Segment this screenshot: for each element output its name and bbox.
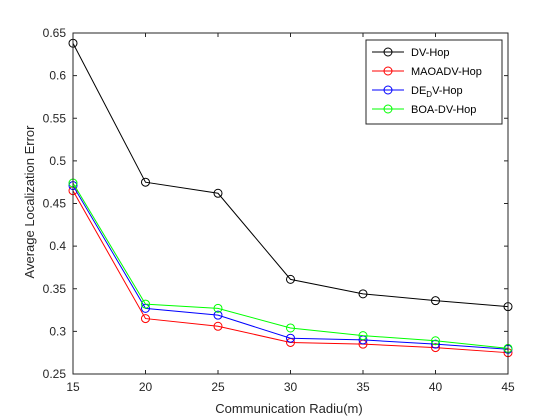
legend-box <box>365 39 503 125</box>
y-tick-label: 0.55 <box>43 111 67 125</box>
x-tick-label: 25 <box>211 380 225 394</box>
x-tick-label: 35 <box>356 380 370 394</box>
data-point <box>431 339 440 349</box>
y-tick-label: 0.5 <box>49 154 66 168</box>
y-axis: 0.25 0.3 0.35 0.4 0.45 0.5 0.55 0.6 0.65 <box>43 26 508 381</box>
data-point <box>213 310 223 320</box>
data-point <box>286 323 295 333</box>
legend-label-main: DE <box>411 85 426 97</box>
data-point <box>286 333 295 343</box>
y-axis-label: Average Localization Error <box>22 125 37 279</box>
series-line <box>72 182 509 349</box>
y-tick-label: 0.35 <box>43 282 67 296</box>
x-tick-label: 15 <box>66 380 80 394</box>
legend-label: DEDV-Hop <box>411 85 463 99</box>
data-point <box>431 336 440 346</box>
data-point <box>141 314 150 324</box>
y-tick-label: 0.65 <box>43 26 67 40</box>
legend-entry: BOA-DV-Hop <box>372 104 476 116</box>
data-point <box>213 303 223 313</box>
x-tick-label: 20 <box>139 380 153 394</box>
legend-label-rest: V-Hop <box>432 85 463 97</box>
legend-label-main: MAOADV-Hop <box>411 66 482 78</box>
legend-marker <box>383 85 393 95</box>
legend-marker <box>383 66 393 76</box>
legend-label-main: DV-Hop <box>411 47 450 59</box>
legend-label-subscript: D <box>426 90 432 99</box>
x-axis: 15 20 25 30 35 40 45 <box>66 33 515 394</box>
y-tick-label: 0.25 <box>43 367 67 381</box>
data-point <box>358 289 368 299</box>
x-tick-label: 30 <box>284 380 298 394</box>
legend-entry: DEDV-Hop <box>372 85 463 99</box>
legend-label: DV-Hop <box>411 47 450 59</box>
y-tick-label: 0.45 <box>43 197 67 211</box>
series-1 <box>68 38 513 312</box>
data-point <box>141 299 150 309</box>
legend-label: BOA-DV-Hop <box>411 104 476 116</box>
legend-entry: MAOADV-Hop <box>372 66 482 78</box>
data-point <box>141 177 150 187</box>
legend-label-main: BOA-DV-Hop <box>411 104 476 116</box>
data-point <box>358 331 368 341</box>
data-point <box>286 274 295 284</box>
data-point <box>213 188 223 198</box>
legend-marker <box>383 104 393 114</box>
series-layer <box>68 38 513 358</box>
x-tick-label: 45 <box>501 380 515 394</box>
series-line <box>72 42 509 308</box>
y-tick-label: 0.3 <box>49 324 66 338</box>
data-point <box>431 343 440 353</box>
data-point <box>213 321 223 331</box>
legend-entry: DV-Hop <box>372 47 450 59</box>
y-tick-label: 0.4 <box>49 239 66 253</box>
x-axis-label: Communication Radiu(m) <box>215 401 362 416</box>
legend-label: MAOADV-Hop <box>411 66 482 78</box>
y-tick-label: 0.6 <box>49 69 66 83</box>
x-tick-label: 40 <box>429 380 443 394</box>
legend-marker <box>383 47 393 57</box>
data-point <box>431 296 440 306</box>
